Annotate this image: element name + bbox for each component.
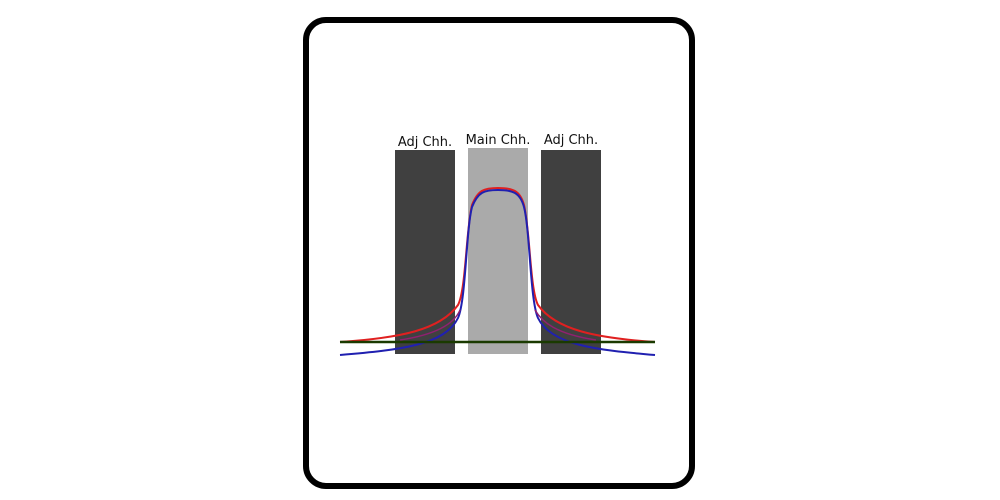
channel-label: Adj Chh. xyxy=(398,135,452,150)
adjacent-channel-left xyxy=(395,150,455,354)
red-spectrum-curve xyxy=(339,186,656,343)
blue-spectrum-curve xyxy=(339,188,656,356)
channel-label: Main Chh. xyxy=(466,133,531,148)
main-channel xyxy=(468,148,528,354)
overlap-curve xyxy=(399,309,597,341)
adjacent-channel-right xyxy=(541,150,601,354)
channel-label: Adj Chh. xyxy=(544,133,598,148)
